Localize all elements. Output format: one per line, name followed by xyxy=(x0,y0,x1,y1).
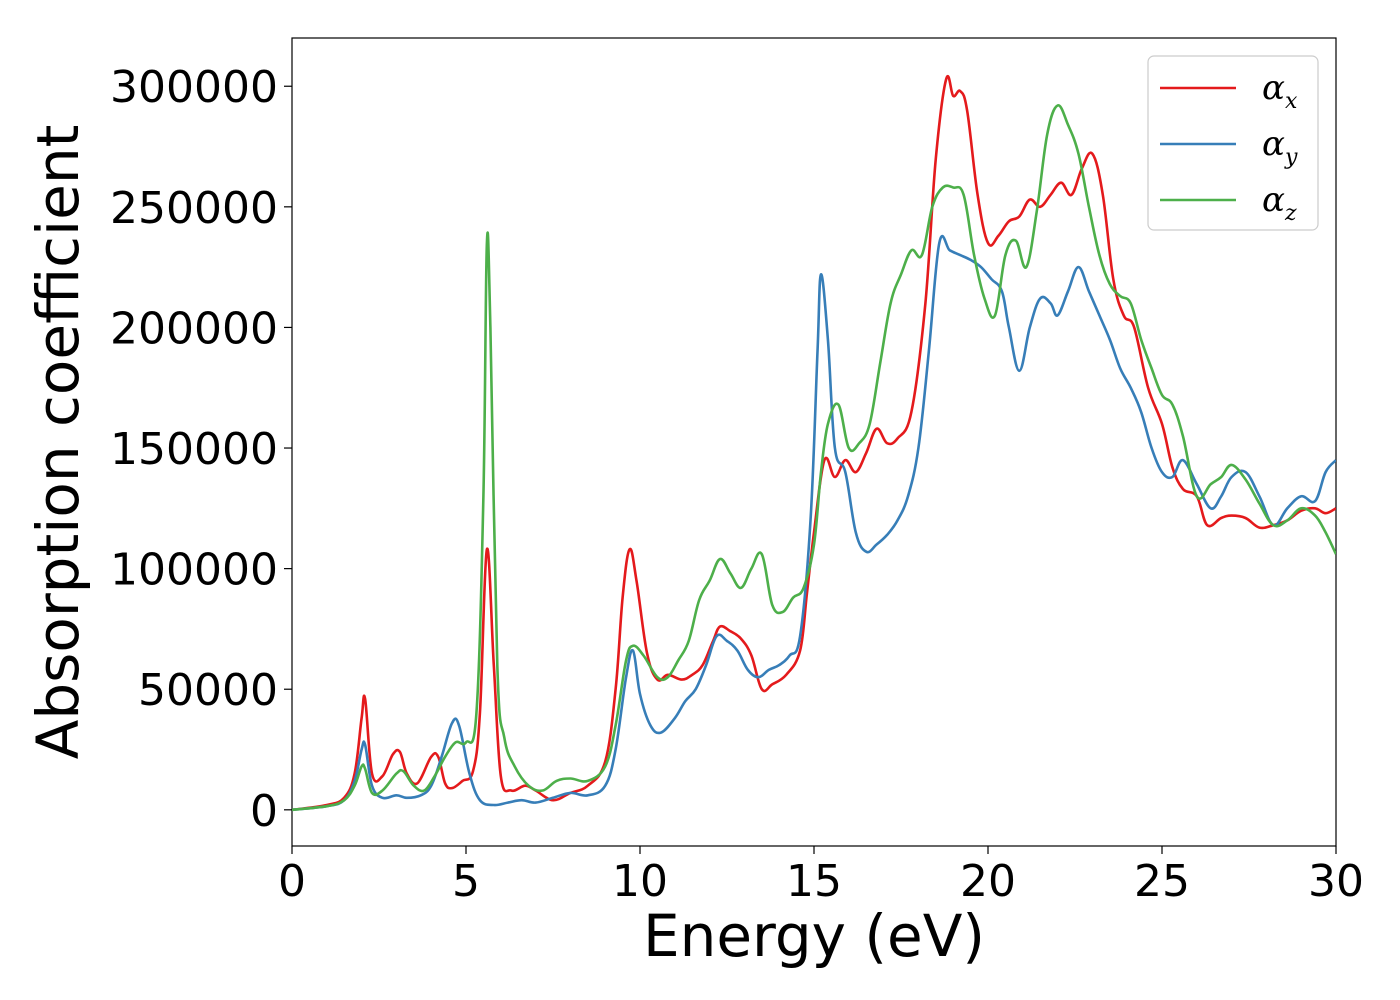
series-line-z xyxy=(292,104,1336,812)
y-tick-label: 300000 xyxy=(110,62,278,113)
x-axis-label: Energy (eV) xyxy=(643,902,985,970)
legend: αx αy αz xyxy=(1147,55,1319,231)
series-line-x xyxy=(292,75,1336,812)
x-tick-label: 15 xyxy=(786,856,842,907)
ticks-layer: 0 5 10 15 20 25 30 0 50000 100000 150000 200000 2500… xyxy=(110,62,1364,907)
x-tick-label: 0 xyxy=(278,856,306,907)
y-tick-label: 250000 xyxy=(110,183,278,234)
y-tick-label: 0 xyxy=(250,786,278,837)
y-axis-label: Absorption coefficient xyxy=(24,125,92,760)
legend-label-z: αz xyxy=(1262,180,1297,226)
y-tick-label: 50000 xyxy=(138,665,278,716)
x-tick-label: 25 xyxy=(1134,856,1190,907)
x-tick-label: 5 xyxy=(452,856,480,907)
x-tick-label: 30 xyxy=(1308,856,1364,907)
legend-label-y: αy xyxy=(1262,124,1298,170)
legend-label-x: αx xyxy=(1262,68,1298,114)
y-tick-label: 100000 xyxy=(110,545,278,596)
x-tick-label: 10 xyxy=(612,856,668,907)
x-tick-label: 20 xyxy=(960,856,1016,907)
y-tick-label: 200000 xyxy=(110,303,278,354)
y-tick-label: 150000 xyxy=(110,424,278,475)
series-layer xyxy=(292,75,1336,812)
series-line-y xyxy=(292,234,1336,812)
